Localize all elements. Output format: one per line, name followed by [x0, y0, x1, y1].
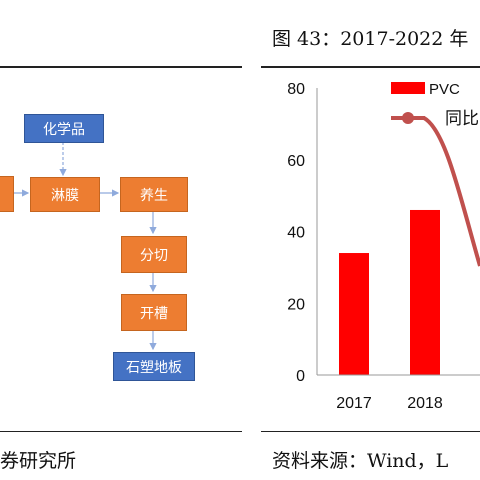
legend-swatch-yoy-marker: [402, 112, 414, 124]
yoy-line: [422, 116, 480, 267]
figure-title: 图 43：2017-2022 年: [272, 28, 469, 50]
bar-2018: [410, 209, 440, 375]
flow-node-film-coating: 淋膜: [30, 177, 100, 212]
legend-label-pvc: PVC: [429, 81, 460, 98]
x-tick-label: 2018: [407, 395, 443, 412]
legend: PVC 同比: [391, 81, 479, 128]
legend-swatch-pvc: [391, 82, 425, 94]
left-top-rule: [0, 66, 242, 68]
bar-2017: [339, 253, 369, 375]
flow-node-stone-plastic-floor: 石塑地板: [113, 352, 195, 381]
right-bottom-rule: [261, 431, 480, 432]
flow-node-grooving: 开槽: [121, 294, 187, 331]
y-tick-label: 40: [287, 225, 305, 242]
left-bottom-rule: [0, 431, 242, 432]
flow-node-curing: 养生: [120, 177, 188, 212]
flow-node-cutting: 分切: [121, 236, 187, 273]
x-tick-label: 2017: [336, 395, 372, 412]
flowchart-connectors: [0, 142, 157, 351]
y-tick-label: 20: [287, 296, 305, 313]
right-source-note: 资料来源：Wind，L: [272, 450, 449, 472]
y-tick-label: 80: [287, 81, 305, 98]
y-tick-label: 60: [287, 153, 305, 170]
y-tick-label: 0: [296, 368, 305, 385]
flow-node-left-edge: [0, 176, 14, 212]
right-top-rule: [261, 66, 480, 68]
legend-label-yoy: 同比: [445, 109, 479, 128]
flow-node-chemicals: 化学品: [24, 114, 104, 143]
left-source-note: 券研究所: [0, 450, 77, 472]
